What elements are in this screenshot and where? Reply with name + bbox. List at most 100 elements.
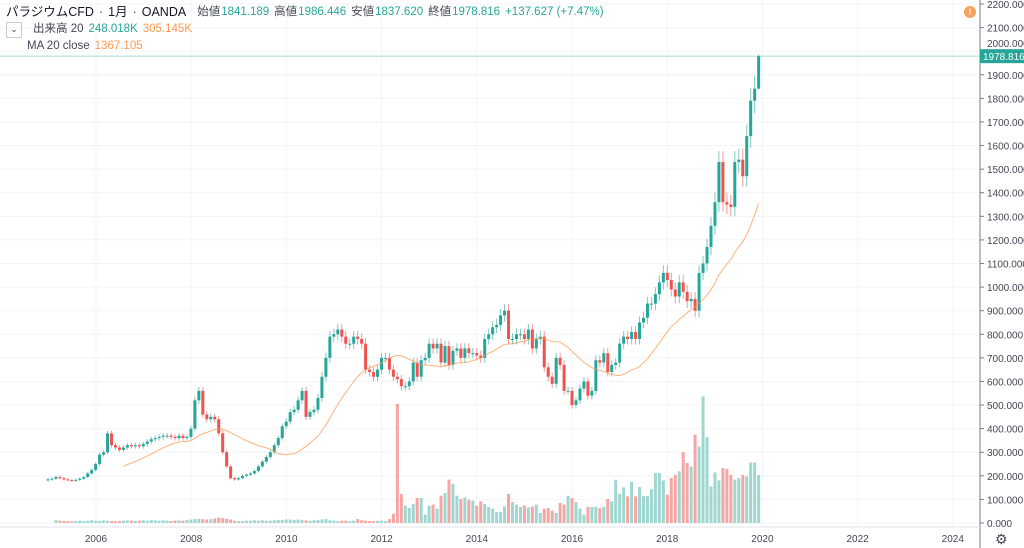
volume-bar <box>58 520 62 523</box>
volume-bar <box>157 520 161 523</box>
candle <box>522 328 526 345</box>
candle <box>689 292 693 308</box>
volume-bar <box>705 437 709 523</box>
candle <box>507 304 511 345</box>
volume-bar <box>566 495 570 523</box>
candle <box>479 350 483 363</box>
candle <box>717 151 721 212</box>
y-tick-label: 400.000 <box>987 425 1024 436</box>
candle <box>106 430 110 455</box>
volume-bar <box>372 521 376 523</box>
candle <box>578 384 582 405</box>
volume-bar <box>709 486 713 523</box>
candle-body <box>276 438 280 446</box>
candle <box>665 265 669 288</box>
candle <box>570 386 574 409</box>
candle-body <box>344 336 348 344</box>
candle-body <box>510 338 514 340</box>
candle-body <box>602 353 606 363</box>
symbol-name[interactable]: パラジウムCFD <box>6 5 94 19</box>
candle-body <box>757 56 761 89</box>
candle-body <box>741 159 745 177</box>
candle-body <box>721 162 725 203</box>
volume-bar <box>248 520 252 523</box>
candle <box>693 292 697 318</box>
candle <box>594 355 598 395</box>
volume-bar <box>729 474 733 523</box>
volume-bar <box>264 520 268 523</box>
volume-bar <box>431 504 435 523</box>
alert-icon[interactable]: ! <box>964 6 976 18</box>
candle-body <box>439 343 443 363</box>
candle-body <box>98 454 102 465</box>
candle <box>316 394 320 414</box>
candle-body <box>304 390 308 417</box>
candle <box>113 442 117 450</box>
x-tick-label: 2022 <box>846 534 869 545</box>
volume-bar <box>495 511 499 523</box>
candle-body <box>58 476 62 479</box>
volume-bar <box>717 480 721 523</box>
candle-body <box>697 272 701 311</box>
candle <box>514 328 518 345</box>
candle-body <box>479 355 483 358</box>
candle-body <box>332 334 336 337</box>
candle <box>701 255 705 281</box>
candle <box>46 478 50 482</box>
candle <box>630 326 634 345</box>
candle <box>241 474 245 480</box>
candle <box>54 475 58 480</box>
volume-bar <box>737 478 741 523</box>
volume-bar <box>181 520 185 523</box>
candle <box>264 454 268 464</box>
volume-bar <box>110 521 114 523</box>
volume-bar <box>499 511 503 523</box>
volume-indicator-label[interactable]: 出来高 20 <box>33 23 84 35</box>
volume-bar <box>741 474 745 523</box>
volume-bar <box>423 514 427 523</box>
candle <box>638 316 642 345</box>
candle <box>205 411 209 423</box>
candle <box>221 430 225 455</box>
volume-bar <box>276 519 280 523</box>
candle <box>530 323 534 354</box>
candle <box>471 348 475 359</box>
candle-body <box>689 298 693 302</box>
candle-body <box>225 452 229 467</box>
candle <box>70 478 74 482</box>
candle-body <box>471 353 475 355</box>
candle <box>661 265 665 290</box>
volume-bar <box>510 502 514 523</box>
candle-body <box>451 350 455 365</box>
candle <box>546 362 550 382</box>
volume-bar <box>439 495 443 523</box>
y-tick-label: 1200.000 <box>987 236 1024 247</box>
candle <box>582 377 586 393</box>
candle-body <box>181 435 185 439</box>
interval[interactable]: 1月 <box>108 5 128 19</box>
volume-bar <box>546 508 550 523</box>
x-tick-label: 2012 <box>370 534 393 545</box>
candle-body <box>74 479 78 481</box>
candle <box>685 284 689 308</box>
collapse-chevron-icon[interactable]: ⌄ <box>6 21 22 38</box>
candle-body <box>634 331 638 339</box>
ma-indicator-label[interactable]: MA 20 close <box>27 40 90 52</box>
volume-bar <box>598 508 602 523</box>
x-tick-label: 2014 <box>466 534 489 545</box>
candle <box>300 386 304 405</box>
x-tick-label: 2020 <box>751 534 774 545</box>
settings-gear-icon[interactable]: ⚙ <box>995 531 1008 547</box>
candle-body <box>435 343 439 349</box>
candle-body <box>70 480 74 482</box>
volume-bar <box>649 489 653 523</box>
x-tick-label: 2006 <box>85 534 108 545</box>
volume-value: 248.018K <box>88 23 138 35</box>
volume-bar <box>193 519 197 523</box>
candle <box>447 340 451 370</box>
candle <box>598 355 602 368</box>
volume-bar <box>558 503 562 523</box>
volume-bar <box>399 493 403 523</box>
volume-bar <box>54 520 58 523</box>
